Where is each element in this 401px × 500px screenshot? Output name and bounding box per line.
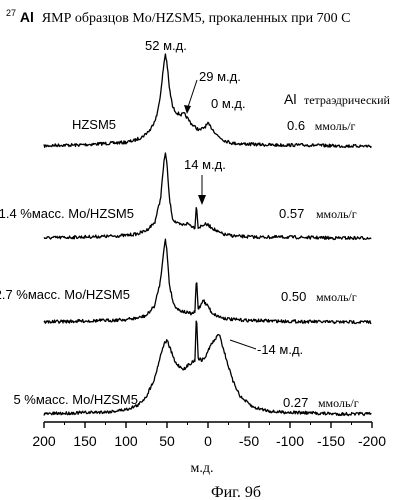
series-label-5-mo: 5 %масс. Mo/HZSM5	[13, 392, 138, 407]
peak-pointer-neg14	[230, 340, 256, 349]
peak-arrowhead-14	[198, 195, 206, 205]
al-value: 0.6	[287, 118, 305, 133]
al-value: 0.57	[279, 206, 304, 221]
peak-label-14: 14 м.д.	[184, 157, 226, 172]
tetrahedral-al-values: 0.6 ммоль/г 0.57 ммоль/г 0.50 ммоль/г 0.…	[279, 118, 359, 410]
x-tick-label: -100	[276, 433, 304, 449]
x-tick-label: 150	[73, 433, 97, 449]
al-unit: ммоль/г	[316, 207, 357, 221]
x-axis-label: м.д.	[191, 461, 214, 476]
peak-label-29: 29 м.д.	[199, 69, 241, 84]
al-value-2-7-mo: 0.50 ммоль/г	[281, 289, 357, 304]
title-superscript: 27	[6, 8, 16, 18]
chart-title: 27 Al ЯМР образцов Mo/HZSM5, прокаленных…	[6, 3, 350, 26]
series-labels: HZSM5 1.4 %масс. Mo/HZSM5 2.7 %масс. Mo/…	[0, 117, 138, 407]
series-label-2-7-mo: 2.7 %масс. Mo/HZSM5	[0, 287, 130, 302]
series-label-hzsm5: HZSM5	[72, 117, 116, 132]
spectrum-trace-2	[44, 239, 371, 323]
al-unit: ммоль/г	[318, 396, 359, 410]
peak-label-52: 52 м.д.	[145, 38, 187, 53]
spectra-traces	[44, 54, 371, 416]
title-element: Al	[20, 9, 34, 25]
x-tick-label: -50	[239, 433, 259, 449]
al-unit: ммоль/г	[316, 290, 357, 304]
al-unit: ммоль/г	[315, 119, 356, 133]
column-header-text: тетраэдрический	[304, 93, 391, 107]
al-value-1-4-mo: 0.57 ммоль/г	[279, 206, 357, 221]
x-tick-label: -200	[358, 433, 386, 449]
x-tick-label: 100	[114, 433, 138, 449]
column-header-element: Al	[284, 91, 296, 107]
al-value-hzsm5: 0.6 ммоль/г	[287, 118, 356, 133]
x-tick-label: 50	[159, 433, 175, 449]
series-label-1-4-mo: 1.4 %масс. Mo/HZSM5	[0, 206, 134, 221]
al-value-5-mo: 0.27 ммоль/г	[283, 395, 359, 410]
figure-caption: Фиг. 9б	[211, 484, 261, 500]
peak-label-0: 0 м.д.	[211, 96, 246, 111]
peak-arrow-29	[187, 80, 197, 110]
x-tick-label: 0	[204, 433, 212, 449]
peak-label-neg14: -14 м.д.	[257, 342, 303, 357]
al-value: 0.27	[283, 395, 308, 410]
title-text: ЯМР образцов Mo/HZSM5, прокаленных при 7…	[42, 11, 351, 26]
x-tick-label: 200	[32, 433, 56, 449]
column-header: Al тетраэдрический	[284, 91, 391, 108]
x-axis: 200 150 100 50 0 -50 -100 -150 -200	[32, 422, 386, 449]
x-tick-label: -150	[317, 433, 345, 449]
al-value: 0.50	[281, 289, 306, 304]
